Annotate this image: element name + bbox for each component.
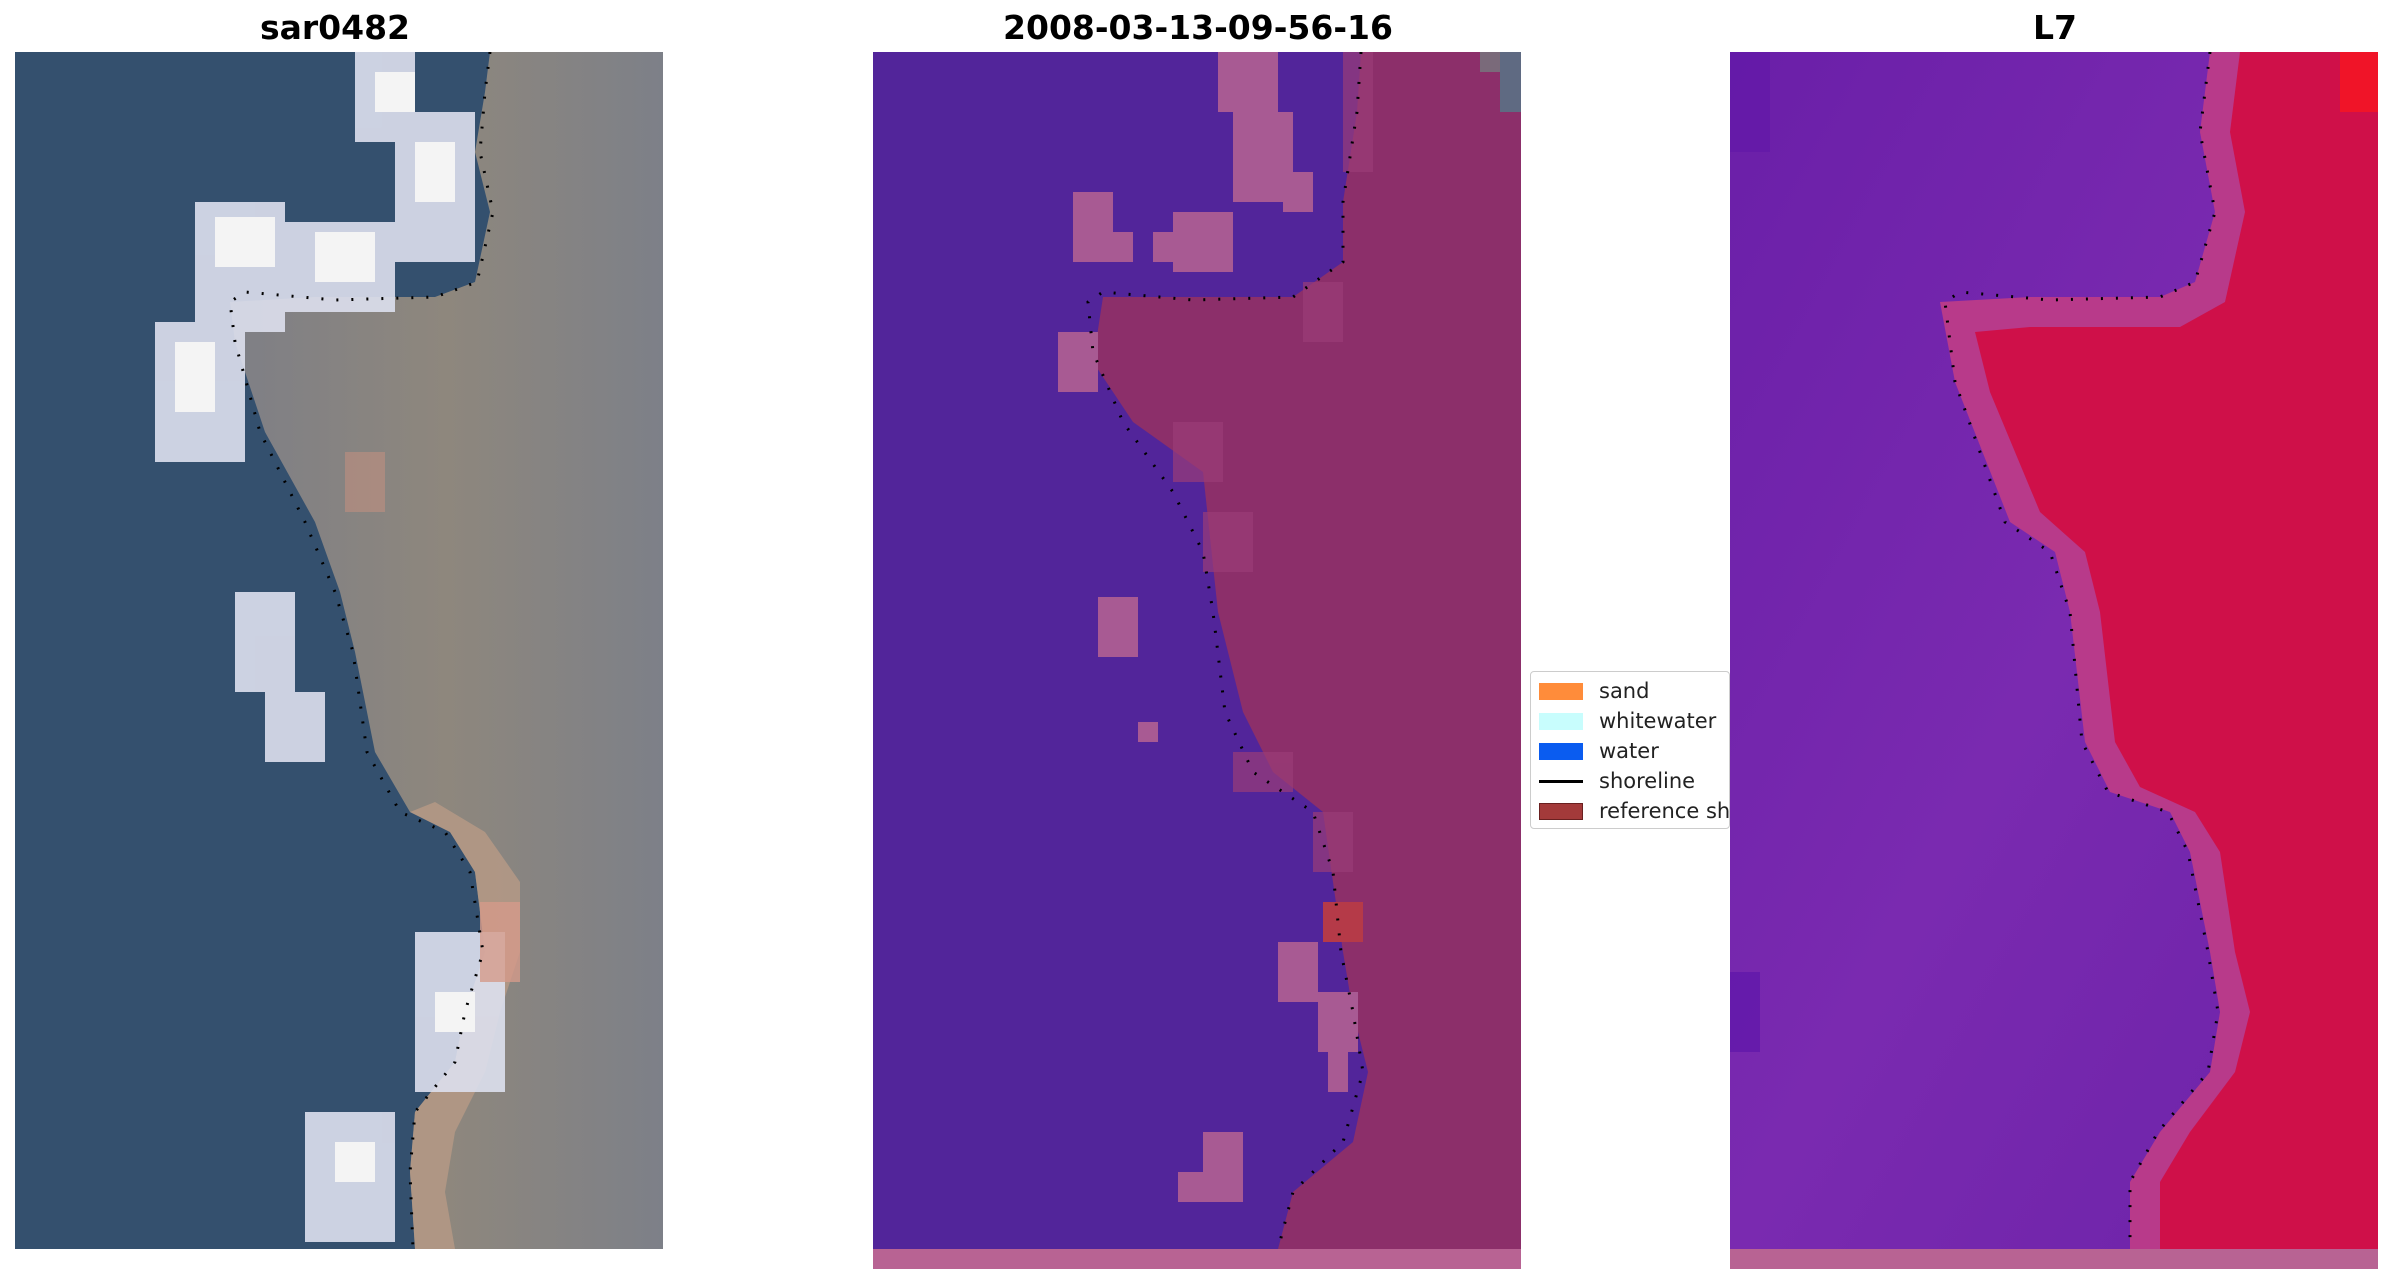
legend-item-whitewater: whitewater [1539,706,1716,736]
legend-item-reference-shoreline: reference sh [1539,796,1730,826]
rgb-land-patch [345,452,385,512]
rgb-whitewater-bright [175,72,475,1182]
legend-line-shoreline [1539,779,1583,783]
index-image-panel [1730,52,2378,1269]
rgb-sand-patch [480,902,520,982]
legend: sand whitewater water shoreline referenc… [1530,671,1730,829]
class-land-transition [1173,52,1373,872]
index-water-dark-patch [1730,52,1770,152]
legend-swatch-reference [1539,802,1583,820]
class-corner-cell-a [1480,52,1500,72]
legend-item-shoreline: shoreline [1539,766,1695,796]
rgb-image [15,52,663,1249]
panel-title-classified: 2008-03-13-09-56-16 [1003,8,1393,47]
legend-label-water: water [1599,739,1659,763]
class-corner-cell-b [1500,52,1521,112]
legend-swatch-whitewater [1539,712,1583,730]
rgb-land-area [230,52,663,1249]
legend-label-shoreline: shoreline [1599,769,1696,793]
legend-item-water: water [1539,736,1659,766]
legend-label-whitewater: whitewater [1599,709,1717,733]
classified-image [873,52,1521,1269]
class-sand-overlay [1058,52,1358,1202]
index-image [1730,52,2378,1269]
class-reference-patch [1323,902,1363,942]
index-corner-bright [2340,52,2378,112]
index-bottom-strip [1730,1249,2378,1269]
classified-image-panel [873,52,1521,1269]
legend-swatch-sand [1539,682,1583,700]
panel-title-rgb: sar0482 [259,8,411,47]
legend-item-sand: sand [1539,676,1649,706]
class-bottom-strip [873,1249,1521,1269]
class-land-area [1093,52,1521,1249]
index-water-dark-patch-2 [1730,972,1760,1052]
rgb-image-panel [15,52,663,1249]
legend-label-sand: sand [1599,679,1650,703]
index-land-area [1975,52,2378,1249]
legend-swatch-water [1539,742,1583,760]
legend-label-reference: reference sh [1599,799,1730,823]
panel-title-index: L7 [2033,8,2077,47]
